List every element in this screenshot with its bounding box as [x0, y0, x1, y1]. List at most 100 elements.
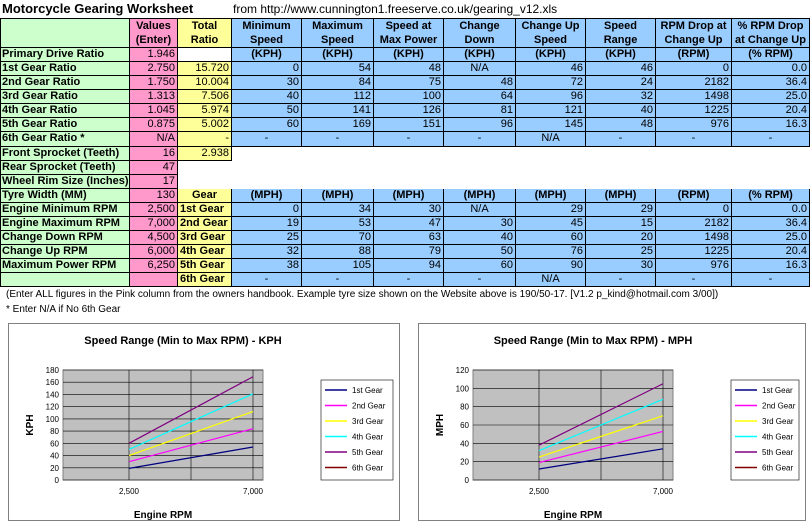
rpm-label: Change Down RPM	[0, 231, 130, 245]
gear-speed-cell: 96	[516, 90, 586, 104]
column-header-line1: % RPM Drop	[737, 20, 804, 32]
series-line	[128, 446, 254, 469]
unit-cell: (% RPM)	[732, 48, 810, 62]
gear-speed-cell: 112	[302, 90, 374, 104]
rpm-label	[0, 273, 130, 287]
wheel-label: Wheel Rim Size (Inches)	[0, 175, 130, 189]
gear-name-cell: 3rd Gear	[178, 231, 232, 245]
rpm-value[interactable]: 6,000	[130, 245, 178, 259]
mph-speed-cell: 2182	[656, 217, 732, 231]
rpm-value[interactable]: 6,250	[130, 259, 178, 273]
rpm-value[interactable]	[130, 273, 178, 287]
column-header: Minimum Speed	[232, 18, 302, 48]
column-header: Maximum Speed	[302, 18, 374, 48]
column-header-line2: Range	[603, 34, 638, 46]
wheel-value[interactable]: 17	[130, 175, 178, 189]
mph-speed-cell: -	[656, 273, 732, 287]
column-header-line1: Change	[459, 20, 500, 32]
sprocket-value[interactable]: 16	[130, 147, 178, 161]
chart-title: Speed Range (Min to Max RPM) - MPH	[494, 335, 693, 347]
sprocket-label: Front Sprocket (Teeth)	[0, 147, 130, 161]
mph-speed-cell: 29	[586, 203, 656, 217]
final-drive-ratio: 2.938	[178, 147, 232, 161]
gear-speed-cell: 169	[302, 118, 374, 132]
mph-speed-cell: 16.3	[732, 259, 810, 273]
rpm-value[interactable]: 7,000	[130, 217, 178, 231]
mph-speed-cell: 1498	[656, 231, 732, 245]
gear-speed-cell: 16.3	[732, 118, 810, 132]
mph-speed-cell: 70	[302, 231, 374, 245]
column-header-line2: (Enter)	[135, 34, 172, 46]
mph-speed-cell: 25.0	[732, 231, 810, 245]
gear-speed-cell: 40	[232, 90, 302, 104]
gear-speed-cell: -	[586, 132, 656, 147]
y-tick-label: 160	[46, 378, 60, 387]
rpm-value[interactable]: 2,500	[130, 203, 178, 217]
mph-speed-cell: 45	[516, 217, 586, 231]
mph-speed-cell: 15	[586, 217, 656, 231]
unit-cell: (KPH)	[232, 48, 302, 62]
x-tick-label: 7,000	[653, 487, 674, 496]
gear-speed-cell: 96	[444, 118, 516, 132]
mph-speed-cell: 32	[232, 245, 302, 259]
legend-label: 5th Gear	[352, 448, 383, 457]
gear-ratio-value[interactable]: N/A	[130, 132, 178, 147]
wheel-value[interactable]: 130	[130, 189, 178, 203]
mph-speed-cell: 0.0	[732, 203, 810, 217]
gear-ratio-value[interactable]: 0.875	[130, 118, 178, 132]
gear-column-header: Gear	[178, 189, 232, 203]
mph-speed-cell: 47	[374, 217, 444, 231]
total-ratio-value: 5.974	[178, 104, 232, 118]
gear-ratio-value[interactable]: 1.045	[130, 104, 178, 118]
series-line	[128, 428, 254, 463]
gear-ratio-value[interactable]: 1.750	[130, 76, 178, 90]
legend-label: 1st Gear	[762, 386, 793, 395]
gear-name-cell: 5th Gear	[178, 259, 232, 273]
unit-cell: (% RPM)	[732, 189, 810, 203]
primary-drive-value[interactable]: 1.946	[130, 48, 178, 62]
column-header: RPM Drop at Change Up	[656, 18, 732, 48]
y-tick-label: 100	[46, 415, 60, 424]
gear-speed-cell: 0.0	[732, 62, 810, 76]
column-header-line1: Speed	[603, 20, 637, 32]
unit-cell: (KPH)	[516, 48, 586, 62]
mph-speed-cell: 20.4	[732, 245, 810, 259]
gear-speed-cell: 20.4	[732, 104, 810, 118]
gear-speed-cell: 46	[586, 62, 656, 76]
rpm-label: Maximum Power RPM	[0, 259, 130, 273]
unit-cell: (MPH)	[586, 189, 656, 203]
unit-cell: (KPH)	[444, 48, 516, 62]
gear-ratio-value[interactable]: 2.750	[130, 62, 178, 76]
mph-speed-cell: 0	[656, 203, 732, 217]
header-blank	[0, 18, 130, 48]
unit-cell: (MPH)	[444, 189, 516, 203]
column-header-line2: at Change Up	[735, 34, 806, 46]
sprocket-label: Rear Sprocket (Teeth)	[0, 161, 130, 175]
x-tick-label: 2,500	[119, 487, 140, 496]
legend-label: 2nd Gear	[762, 402, 796, 411]
mph-speed-cell: -	[374, 273, 444, 287]
blank-cell	[178, 48, 232, 62]
gear-ratio-value[interactable]: 1.313	[130, 90, 178, 104]
sprocket-value[interactable]: 47	[130, 161, 178, 175]
kph-chart[interactable]: Speed Range (Min to Max RPM) - KPH 0 20 40 6…	[8, 323, 400, 521]
total-ratio-value: 15.720	[178, 62, 232, 76]
legend-label: 3rd Gear	[352, 417, 384, 426]
mph-speed-cell: 25	[232, 231, 302, 245]
series-line	[538, 398, 664, 452]
column-header-line1: Change Up	[521, 20, 580, 32]
column-header: Change Up Speed	[516, 18, 586, 48]
mph-speed-cell: 63	[374, 231, 444, 245]
mph-speed-cell: 36.4	[732, 217, 810, 231]
gear-speed-cell: 145	[516, 118, 586, 132]
mph-speed-cell: -	[302, 273, 374, 287]
mph-chart[interactable]: Speed Range (Min to Max RPM) - MPH 0 20 40 6…	[418, 323, 806, 521]
gear-speed-cell: 30	[232, 76, 302, 90]
mph-speed-cell: 34	[302, 203, 374, 217]
unit-cell: (RPM)	[656, 189, 732, 203]
series-line	[538, 430, 664, 464]
gear-speed-cell: 121	[516, 104, 586, 118]
legend-label: 1st Gear	[352, 386, 383, 395]
rpm-value[interactable]: 4,500	[130, 231, 178, 245]
gear-speed-cell: 24	[586, 76, 656, 90]
